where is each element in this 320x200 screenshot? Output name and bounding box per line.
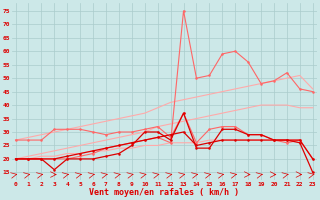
X-axis label: Vent moyen/en rafales ( km/h ): Vent moyen/en rafales ( km/h ) (89, 188, 239, 197)
